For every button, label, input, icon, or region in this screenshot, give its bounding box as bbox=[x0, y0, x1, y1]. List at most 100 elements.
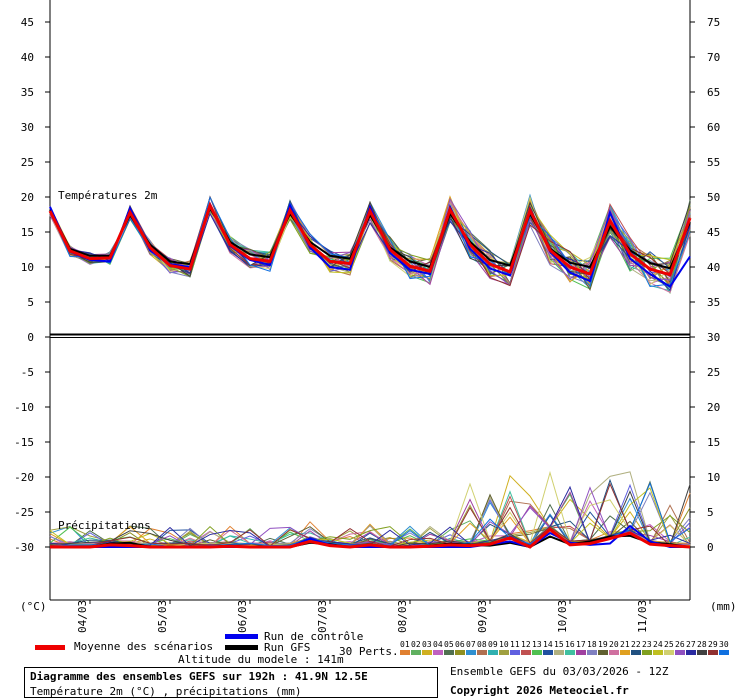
right-tick-label: 15 bbox=[707, 436, 720, 449]
title-box: Diagramme des ensembles GEFS sur 192h : … bbox=[24, 667, 438, 698]
ensemble-swatch-05 bbox=[444, 650, 454, 655]
right-tick-label: 75 bbox=[707, 16, 720, 29]
ensemble-swatch-16 bbox=[565, 650, 575, 655]
ensemble-member-04: 04 bbox=[433, 640, 443, 649]
ensemble-swatch-26 bbox=[675, 650, 685, 655]
right-tick-label: 35 bbox=[707, 296, 720, 309]
ensemble-swatch-15 bbox=[554, 650, 564, 655]
ensemble-member-25: 25 bbox=[664, 640, 674, 649]
series-precip-0 bbox=[50, 527, 691, 549]
ensemble-swatch-27 bbox=[686, 650, 696, 655]
copyright: Copyright 2026 Meteociel.fr bbox=[450, 684, 629, 697]
ensemble-swatch-25 bbox=[664, 650, 674, 655]
right-tick-label: 5 bbox=[707, 506, 714, 519]
x-date-label: 06/03 bbox=[236, 600, 249, 633]
ensemble-member-06: 06 bbox=[455, 640, 465, 649]
left-tick-label: 20 bbox=[21, 191, 34, 204]
ensemble-member-03: 03 bbox=[422, 640, 432, 649]
model-altitude: Altitude du modele : 141m bbox=[178, 653, 344, 666]
plot-frame bbox=[49, 0, 691, 601]
ensemble-count-label: 30 Perts. bbox=[339, 645, 399, 658]
ensemble-swatch-02 bbox=[411, 650, 421, 655]
ensemble-member-24: 24 bbox=[653, 640, 663, 649]
ensemble-swatch-10 bbox=[499, 650, 509, 655]
ensemble-member-28: 28 bbox=[697, 640, 707, 649]
ensemble-precip-30 bbox=[49, 481, 691, 548]
left-tick-label: -10 bbox=[14, 401, 34, 414]
legend: 01 02 03 04 05 06 07 08 09 10 11 12 13 14 15 16 17 18 19 20… bbox=[35, 634, 729, 655]
left-tick-label: -5 bbox=[21, 366, 34, 379]
right-tick-label: 10 bbox=[707, 471, 720, 484]
right-tick-label: 60 bbox=[707, 121, 720, 134]
ensemble-swatch-18 bbox=[587, 650, 597, 655]
ensemble-swatch-19 bbox=[598, 650, 608, 655]
temperature-panel-label: Températures 2m bbox=[58, 189, 158, 202]
ensemble-swatch-30 bbox=[719, 650, 729, 655]
left-tick-label: 0 bbox=[27, 331, 34, 344]
ensemble-swatch-08 bbox=[477, 650, 487, 655]
ensemble-member-10: 10 bbox=[499, 640, 509, 649]
right-tick-label: 20 bbox=[707, 401, 720, 414]
ensemble-precip-03 bbox=[49, 474, 691, 547]
ensemble-member-01: 01 bbox=[400, 640, 410, 649]
ensemble-swatch-24 bbox=[653, 650, 663, 655]
ensemble-swatch-06 bbox=[455, 650, 465, 655]
right-tick-label: 50 bbox=[707, 191, 720, 204]
ensemble-swatch-17 bbox=[576, 650, 586, 655]
x-date-label: 07/03 bbox=[316, 600, 329, 633]
ensemble-swatch-20 bbox=[609, 650, 619, 655]
x-date-label: 05/03 bbox=[156, 600, 169, 633]
ensemble-swatch-22 bbox=[631, 650, 641, 655]
ensemble-member-02: 02 bbox=[411, 640, 421, 649]
ensemble-swatch-07 bbox=[466, 650, 476, 655]
ensemble-member-18: 18 bbox=[587, 640, 597, 649]
ensemble-precip-15 bbox=[49, 471, 691, 548]
left-axis-unit: (°C) bbox=[20, 600, 47, 613]
ensemble-member-15: 15 bbox=[554, 640, 564, 649]
left-tick-label: 25 bbox=[21, 156, 34, 169]
chart-title: Diagramme des ensembles GEFS sur 192h : … bbox=[30, 670, 368, 683]
ensemble-member-16: 16 bbox=[565, 640, 575, 649]
ensemble-swatch-11 bbox=[510, 650, 520, 655]
left-tick-label: -15 bbox=[14, 436, 34, 449]
x-date-label: 04/03 bbox=[76, 600, 89, 633]
ensemble-member-27: 27 bbox=[686, 640, 696, 649]
right-tick-label: 30 bbox=[707, 331, 720, 344]
x-date-label: 09/03 bbox=[476, 600, 489, 633]
ensemble-swatch-04 bbox=[433, 650, 443, 655]
series-temp-0 bbox=[48, 201, 692, 277]
legend-mean-label: Moyenne des scénarios bbox=[74, 640, 214, 653]
ensemble-swatch-13 bbox=[532, 650, 542, 655]
legend-mean-swatch bbox=[35, 645, 65, 650]
run-info: Ensemble GEFS du 03/03/2026 - 12Z bbox=[450, 665, 669, 678]
main-series bbox=[48, 201, 692, 549]
ensemble-member-13: 13 bbox=[532, 640, 542, 649]
ensemble-member-23: 23 bbox=[642, 640, 652, 649]
left-tick-label: -30 bbox=[14, 541, 34, 554]
ensemble-swatch-09 bbox=[488, 650, 498, 655]
right-tick-label: 55 bbox=[707, 156, 720, 169]
ensemble-member-11: 11 bbox=[510, 640, 520, 649]
precip-panel-label: Précipitations bbox=[58, 519, 151, 532]
ensemble-member-14: 14 bbox=[543, 640, 553, 649]
ensemble-members bbox=[49, 193, 691, 548]
ensemble-member-26: 26 bbox=[675, 640, 685, 649]
left-tick-label: -25 bbox=[14, 506, 34, 519]
ensemble-member-30: 30 bbox=[719, 640, 729, 649]
ensemble-member-29: 29 bbox=[708, 640, 718, 649]
legend-gfs-label: Run GFS bbox=[264, 641, 311, 654]
ensemble-swatch-12 bbox=[521, 650, 531, 655]
right-tick-label: 65 bbox=[707, 86, 720, 99]
ensemble-swatch-14 bbox=[543, 650, 553, 655]
left-tick-label: 15 bbox=[21, 226, 34, 239]
right-tick-label: 25 bbox=[707, 366, 720, 379]
ensemble-member-21: 21 bbox=[620, 640, 630, 649]
legend-gfs-swatch bbox=[225, 645, 258, 650]
ensemble-swatch-01 bbox=[400, 650, 410, 655]
right-tick-label: 40 bbox=[707, 261, 720, 274]
left-tick-label: 30 bbox=[21, 121, 34, 134]
right-tick-label: 70 bbox=[707, 51, 720, 64]
ensemble-swatch-21 bbox=[620, 650, 630, 655]
legend-control-swatch bbox=[225, 634, 258, 639]
